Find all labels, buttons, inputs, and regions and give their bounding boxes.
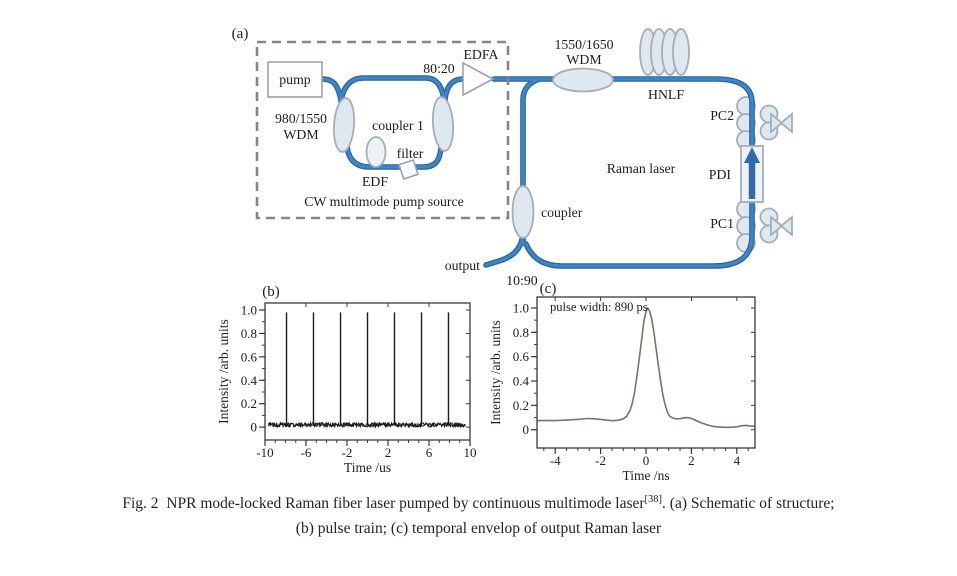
caption-line1-suffix: . (a) Schematic of structure; bbox=[662, 495, 835, 513]
pulse-train-noise bbox=[268, 420, 466, 429]
x-axis-label: Time /us bbox=[344, 460, 391, 475]
pump-source-dashed-box bbox=[255, 40, 510, 220]
y-tick-label: 1.0 bbox=[513, 300, 529, 315]
y-tick-label: 0.4 bbox=[513, 374, 530, 389]
edf-loop bbox=[365, 136, 387, 168]
tap-ratio-label: 80:20 bbox=[423, 61, 455, 76]
pump-source-box-label: CW multimode pump source bbox=[304, 194, 464, 209]
pump-box bbox=[267, 61, 323, 98]
panel-b-label: (b) bbox=[262, 284, 280, 300]
wdm1-label-line2: WDM bbox=[283, 127, 318, 142]
wdm-980-1550-coupler bbox=[332, 97, 356, 153]
caption-line-1: Fig. 2 NPR mode-locked Raman fiber laser… bbox=[0, 487, 957, 516]
x-tick-label: 0 bbox=[643, 453, 650, 468]
fiber-outline-layer bbox=[322, 78, 752, 266]
y-axis-label: Intensity /arb. units bbox=[488, 320, 503, 425]
pc2-label: PC2 bbox=[710, 108, 734, 123]
y-tick-label: 0.8 bbox=[513, 325, 529, 340]
output-coupler bbox=[511, 185, 535, 239]
edf-label: EDF bbox=[362, 174, 388, 189]
y-tick-label: 0.2 bbox=[513, 398, 529, 413]
figure-caption: Fig. 2 NPR mode-locked Raman fiber laser… bbox=[0, 487, 957, 541]
polarization-controller-1 bbox=[736, 199, 793, 253]
edfa-label: EDFA bbox=[463, 47, 498, 62]
x-tick-label: 2 bbox=[385, 445, 392, 460]
envelope-curve bbox=[537, 307, 756, 429]
polarization-controller-2 bbox=[736, 96, 793, 150]
caption-reference-superscript: [38] bbox=[644, 494, 663, 505]
hnlf-label: HNLF bbox=[648, 87, 684, 102]
chart-frame bbox=[536, 296, 756, 449]
x-axis-label: Time /ns bbox=[622, 468, 669, 483]
y-tick-label: 0.6 bbox=[513, 349, 530, 364]
hnlf-coil bbox=[639, 28, 690, 76]
pc1-bowtie bbox=[779, 215, 793, 237]
x-tick-label: 10 bbox=[464, 445, 477, 460]
panel-a-label: (a) bbox=[232, 26, 249, 42]
hnlf-loop bbox=[672, 28, 690, 76]
x-tick-label: -10 bbox=[256, 445, 273, 460]
pc2-bowtie bbox=[770, 112, 784, 134]
output-ratio-label: 10:90 bbox=[506, 273, 538, 288]
y-tick-label: 0 bbox=[251, 420, 258, 435]
y-tick-label: 0.6 bbox=[241, 349, 258, 364]
y-tick-label: 1.0 bbox=[241, 303, 257, 318]
x-tick-label: 6 bbox=[426, 445, 433, 460]
edfa-triangle bbox=[462, 61, 495, 97]
wdm-1550-1650 bbox=[552, 67, 614, 93]
x-tick-label: 4 bbox=[734, 453, 741, 468]
x-tick-label: -2 bbox=[595, 453, 606, 468]
pc2-bowtie bbox=[779, 112, 793, 134]
filter-box bbox=[398, 159, 419, 180]
panel-c-label: (c) bbox=[540, 281, 557, 297]
coupler-1 bbox=[431, 96, 455, 152]
pump-label: pump bbox=[279, 72, 311, 87]
x-tick-label: 2 bbox=[688, 453, 695, 468]
y-tick-label: 0.8 bbox=[241, 326, 257, 341]
chart-c: -4 -2 0 2 4 0 0.2 0.4 0.6 0.8 1.0 Time /ns Intensity… bbox=[488, 296, 756, 483]
x-tick-label: -4 bbox=[550, 453, 561, 468]
y-tick-label: 0 bbox=[523, 422, 530, 437]
pulse-width-annotation: pulse width: 890 ps bbox=[550, 300, 648, 314]
filter-label: filter bbox=[397, 146, 424, 161]
x-tick-label: -6 bbox=[301, 445, 312, 460]
pc1-label: PC1 bbox=[710, 216, 734, 231]
y-tick-label: 0.4 bbox=[241, 373, 258, 388]
wdm1-label-line1: 980/1550 bbox=[275, 111, 327, 126]
figure-canvas: (a) pump 980/1550 WDM coupler 1 EDF filt… bbox=[216, 26, 793, 483]
pdi-arrow-head bbox=[744, 147, 760, 163]
fiber-layer bbox=[320, 76, 754, 268]
wdm2-label-line2: WDM bbox=[566, 52, 601, 67]
coupler1-label: coupler 1 bbox=[372, 118, 424, 133]
wdm2-label-line1: 1550/1650 bbox=[554, 37, 613, 52]
output-label: output bbox=[445, 258, 480, 273]
x-tick-label: -2 bbox=[342, 445, 353, 460]
y-axis-label: Intensity /arb. units bbox=[216, 319, 231, 424]
pc1-bowtie bbox=[770, 215, 784, 237]
caption-line1-text: Fig. 2 NPR mode-locked Raman fiber laser… bbox=[122, 495, 645, 513]
cavity-label: Raman laser bbox=[607, 161, 676, 176]
y-tick-label: 0.2 bbox=[241, 396, 257, 411]
caption-line-2: (b) pulse train; (c) temporal envelop of… bbox=[295, 520, 662, 538]
chart-b: -10 -6 -2 2 6 10 0 0.2 0.4 0.6 0.8 1.0 Time /us Inten… bbox=[216, 302, 477, 475]
output-coupler-label: coupler bbox=[541, 205, 583, 220]
pdi-label: PDI bbox=[709, 167, 732, 182]
pdi-isolator bbox=[740, 145, 764, 203]
